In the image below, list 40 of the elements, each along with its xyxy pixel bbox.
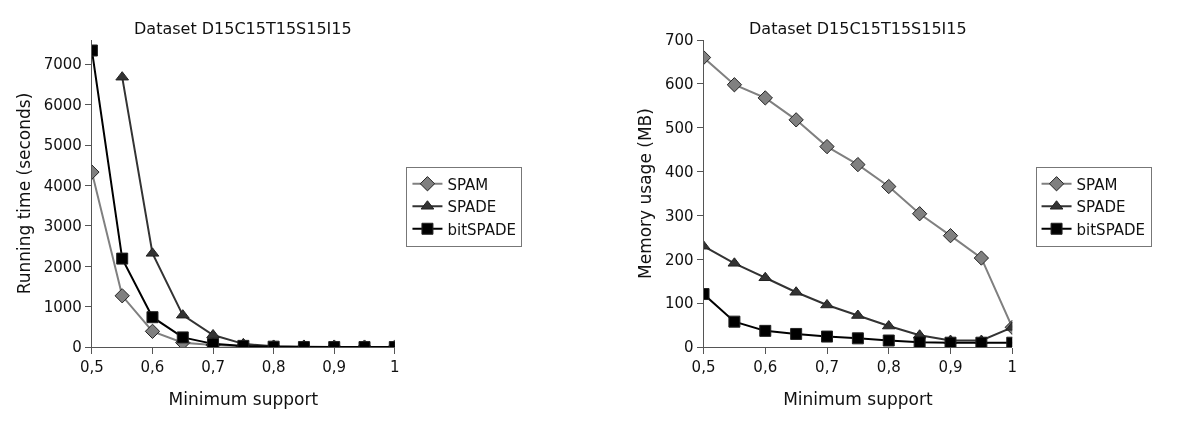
legend-label: bitSPADE [447, 220, 516, 239]
x-tick-label: 0,8 [261, 358, 286, 377]
x-tick-label: 0,7 [201, 358, 225, 377]
y-tick-label: 700 [664, 31, 694, 50]
y-axis-title: Running time (seconds) [14, 92, 35, 295]
y-tick-label: 200 [664, 250, 694, 269]
y-tick-label: 7000 [43, 55, 82, 74]
legend-label: SPAM [1076, 175, 1118, 194]
x-tick-label: 0,9 [938, 358, 963, 377]
y-tick-label: 0 [72, 338, 82, 357]
y-tick-label: 3000 [43, 217, 82, 236]
x-tick-label: 1 [390, 358, 400, 377]
legend-label: SPADE [1076, 198, 1126, 217]
x-tick-label: 0,6 [140, 358, 165, 377]
x-tick-label: 0,8 [876, 358, 901, 377]
x-tick-label: 0,5 [691, 358, 716, 377]
y-tick-label: 4000 [43, 176, 82, 195]
y-tick-label: 500 [664, 118, 694, 137]
legend-label: bitSPADE [1076, 220, 1146, 239]
x-tick-label: 0,9 [322, 358, 347, 377]
chart-title: Dataset D15C15T15S15I15 [134, 19, 352, 38]
chart-title: Dataset D15C15T15S15I15 [749, 19, 967, 38]
y-axis-title: Memory usage (MB) [635, 108, 656, 279]
y-tick-label: 1000 [43, 297, 82, 316]
y-tick-label: 100 [664, 294, 694, 313]
y-tick-label: 0 [683, 338, 694, 357]
x-tick-label: 0,7 [815, 358, 839, 377]
y-tick-label: 300 [664, 206, 694, 225]
x-axis-title: Minimum support [783, 389, 933, 410]
y-tick-label: 2000 [43, 257, 82, 276]
legend-label: SPAM [447, 175, 489, 194]
x-tick-label: 0,5 [79, 358, 104, 377]
x-axis-title: Minimum support [168, 389, 319, 410]
y-tick-label: 400 [664, 162, 694, 181]
y-tick-label: 6000 [43, 95, 82, 114]
x-tick-label: 0,6 [753, 358, 778, 377]
x-tick-label: 1 [1007, 358, 1018, 377]
y-tick-label: 600 [664, 75, 694, 94]
y-tick-label: 5000 [43, 136, 82, 155]
legend-label: SPADE [447, 198, 497, 217]
